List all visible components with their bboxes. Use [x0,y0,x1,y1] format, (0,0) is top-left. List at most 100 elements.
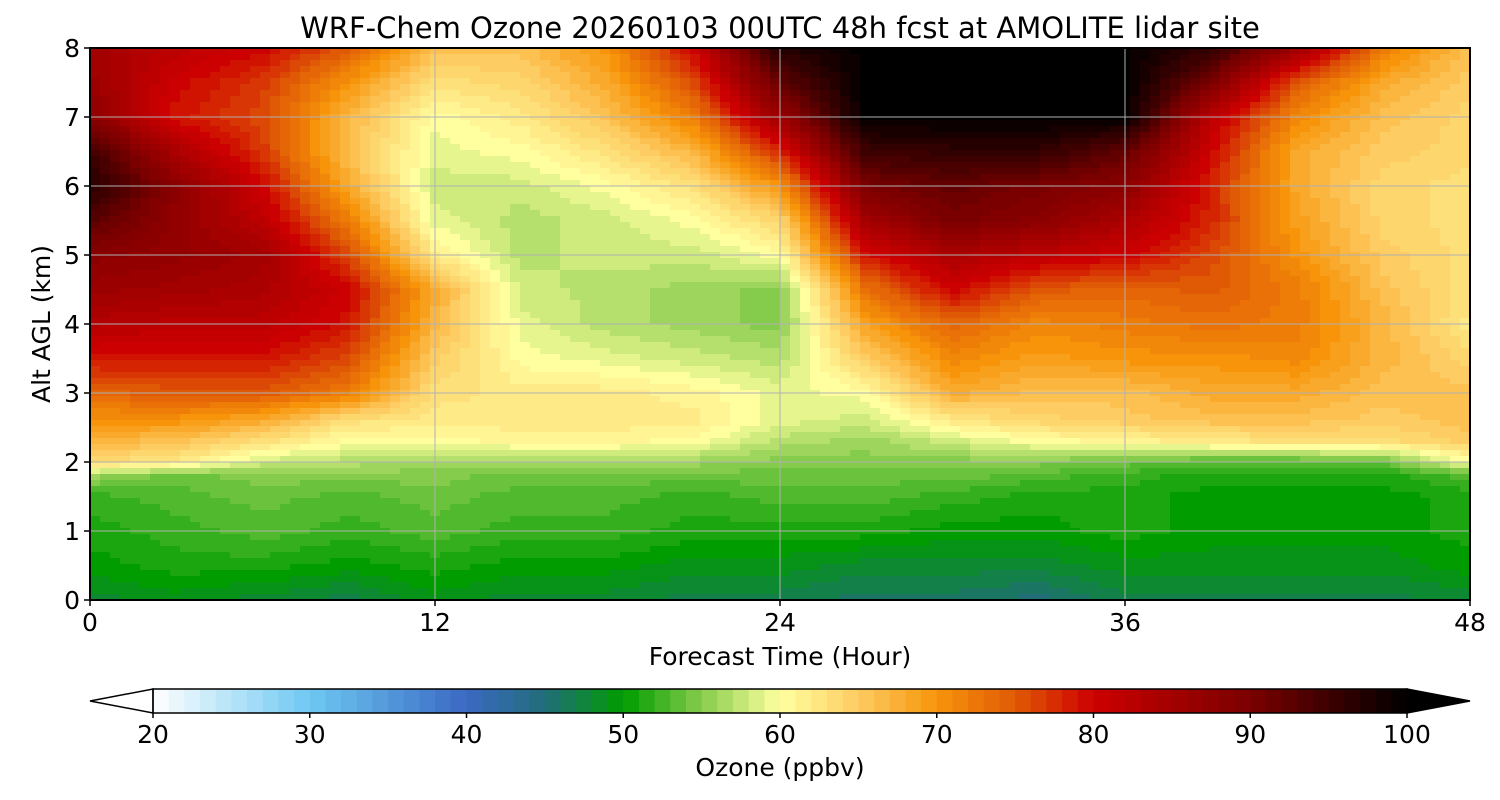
heatmap-cell [890,126,901,133]
heatmap-cell [220,174,231,181]
heatmap-cell [1380,222,1391,229]
heatmap-cell [810,258,821,265]
heatmap-cell [480,102,491,109]
heatmap-cell [840,168,851,175]
heatmap-cell [560,48,571,55]
heatmap-cell [410,186,421,193]
heatmap-cell [1390,258,1401,265]
heatmap-cell [1300,66,1311,73]
heatmap-cell [200,96,211,103]
heatmap-cell [110,60,121,67]
heatmap-cell [1210,102,1221,109]
heatmap-cell [950,258,961,265]
heatmap-cell [1360,60,1371,67]
heatmap-cell [580,180,591,187]
heatmap-cell [990,234,1001,241]
heatmap-cell [550,120,561,127]
heatmap-cell [720,198,731,205]
heatmap-cell [310,222,321,229]
heatmap-cell [1270,258,1281,265]
heatmap-cell [320,90,331,97]
heatmap-cell [1080,168,1091,175]
heatmap-cell [90,138,101,145]
heatmap-cell [170,174,181,181]
heatmap-cell [170,168,181,175]
heatmap-cell [1410,186,1421,193]
heatmap-cell [650,234,661,241]
heatmap-cell [250,96,261,103]
heatmap-cell [1040,48,1051,55]
heatmap-cell [110,132,121,139]
heatmap-cell [970,222,981,229]
heatmap-cell [110,174,121,181]
heatmap-cell [1460,234,1471,241]
heatmap-cell [460,102,471,109]
heatmap-cell [140,90,151,97]
heatmap-cell [90,144,101,151]
heatmap-cell [940,240,951,247]
heatmap-cell [1180,108,1191,115]
heatmap-cell [400,168,411,175]
heatmap-cell [330,132,341,139]
heatmap-cell [1180,234,1191,241]
heatmap-cell [1110,60,1121,67]
heatmap-cell [760,78,771,85]
heatmap-cell [260,132,271,139]
heatmap-cell [1280,210,1291,217]
heatmap-cell [820,210,831,217]
heatmap-cell [460,132,471,139]
heatmap-cell [700,198,711,205]
heatmap-cell [330,150,341,157]
heatmap-cell [260,162,271,169]
heatmap-cell [1040,168,1051,175]
heatmap-cell [280,216,291,223]
heatmap-cell [900,234,911,241]
heatmap-cell [90,126,101,133]
heatmap-cell [1270,234,1281,241]
heatmap-cell [1390,150,1401,157]
heatmap-cell [540,180,551,187]
heatmap-cell [870,234,881,241]
heatmap-cell [240,186,251,193]
heatmap-cell [460,240,471,247]
heatmap-cell [390,132,401,139]
heatmap-cell [1060,192,1071,199]
heatmap-cell [340,168,351,175]
heatmap-cell [610,258,621,265]
heatmap-cell [520,246,531,253]
heatmap-cell [700,228,711,235]
heatmap-cell [1080,138,1091,145]
heatmap-cell [880,132,891,139]
heatmap-cell [180,120,191,127]
heatmap-cell [1260,66,1271,73]
heatmap-cell [690,168,701,175]
heatmap-cell [440,66,451,73]
heatmap-cell [1090,72,1101,79]
heatmap-cell [930,72,941,79]
heatmap-cell [1320,258,1331,265]
heatmap-cell [880,156,891,163]
heatmap-cell [1160,78,1171,85]
heatmap-cell [450,222,461,229]
heatmap-cell [1110,138,1121,145]
heatmap-cell [120,72,131,79]
heatmap-cell [1360,144,1371,151]
heatmap-cell [340,84,351,91]
heatmap-cell [900,54,911,61]
heatmap-cell [590,210,601,217]
heatmap-cell [190,246,201,253]
heatmap-cell [1340,102,1351,109]
heatmap-cell [580,78,591,85]
heatmap-cell [440,54,451,61]
heatmap-cell [380,168,391,175]
heatmap-cell [1110,48,1121,55]
heatmap-cell [380,216,391,223]
heatmap-cell [510,222,521,229]
heatmap-cell [1050,60,1061,67]
heatmap-cell [160,126,171,133]
heatmap-cell [310,264,321,271]
heatmap-cell [990,72,1001,79]
heatmap-cell [300,90,311,97]
heatmap-cell [480,162,491,169]
heatmap-cell [1450,186,1461,193]
